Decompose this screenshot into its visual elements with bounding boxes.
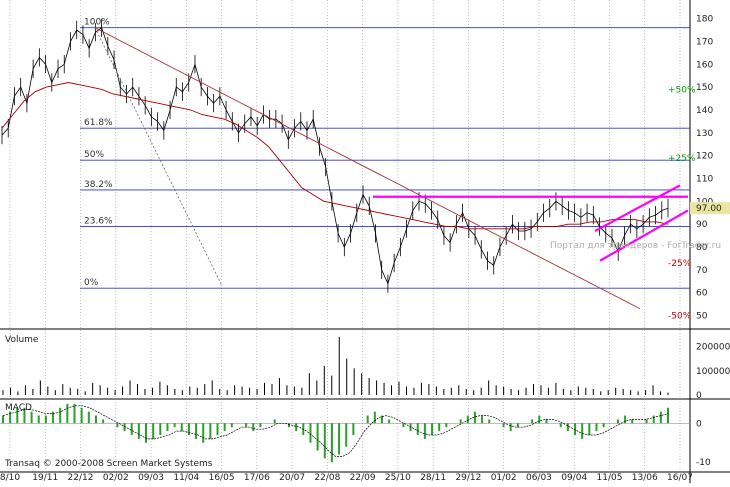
fib-level-label: 50% <box>84 150 104 160</box>
moving-average-line <box>1 82 669 230</box>
volume-layer <box>2 336 669 395</box>
macd-layer <box>0 403 690 463</box>
y-tick-label: 70 <box>696 266 708 276</box>
x-tick-label: 22/12 <box>68 473 94 483</box>
copyright-text: Transaq © 2000-2008 Screen Market System… <box>4 459 213 469</box>
x-tick-label: 06/03 <box>526 473 552 483</box>
y-tick-label: 90 <box>696 220 708 230</box>
y-tick-label: 50 <box>696 312 708 322</box>
x-tick-label: 29/12 <box>455 473 481 483</box>
fib-extension-label: -25% <box>668 259 692 269</box>
fib-extension-label: +50% <box>668 85 696 95</box>
y-tick-label: 160 <box>696 60 713 70</box>
x-tick-label: 01/02 <box>491 473 517 483</box>
x-tick-label: 11/05 <box>597 473 623 483</box>
macd-signal-line <box>2 405 669 457</box>
watermark-text: Портал для трейдеров - ForTrader.ru <box>550 241 721 251</box>
y-tick-label: 170 <box>696 37 713 47</box>
x-tick-label: 13/06 <box>632 473 658 483</box>
x-tick-label: 19/11 <box>32 473 58 483</box>
x-tick-label: 20/07 <box>279 473 305 483</box>
x-tick-label: 16/05 <box>209 473 235 483</box>
x-tick-label: 11/04 <box>173 473 199 483</box>
x-tick-label: 22/09 <box>350 473 376 483</box>
macd-panel-title: MACD <box>5 403 32 413</box>
volume-tick-label: 0 <box>696 391 702 401</box>
fib-level-label: 23.6% <box>84 216 113 226</box>
channel-upper-line <box>594 184 681 233</box>
fib-extension-label: +25% <box>668 154 696 164</box>
fibonacci-layer: 100% 61.8% 50% 38.2% 23.6% 0% +50% +25% -25% -50% <box>80 18 696 322</box>
x-tick-label: 16/07 <box>667 473 693 483</box>
y-tick-label: 80 <box>696 243 708 253</box>
price-label: 97.00 <box>696 204 722 214</box>
volume-panel-title: Volume <box>5 335 39 345</box>
x-tick-label: 17/06 <box>244 473 270 483</box>
y-tick-label: 140 <box>696 106 713 116</box>
y-tick-label: 150 <box>696 83 713 93</box>
price-label-box <box>690 202 730 215</box>
x-tick-label: 25/10 <box>385 473 411 483</box>
fib-level-label: 61.8% <box>84 118 113 128</box>
trend-line <box>94 27 641 310</box>
price-line <box>1 27 669 285</box>
x-tick-label: 28/11 <box>420 473 446 483</box>
fib-level-label: 100% <box>84 18 110 28</box>
axis-layer: 8/10 19/11 22/12 02/02 09/03 11/04 16/05 17/06 2… <box>0 15 730 483</box>
x-tick-label: 02/02 <box>103 473 129 483</box>
y-tick-label: 130 <box>696 129 713 139</box>
fib-extension-label: -50% <box>668 312 692 322</box>
y-tick-label: 120 <box>696 152 713 162</box>
x-tick-label: 09/04 <box>561 473 587 483</box>
volume-tick-label: 100000 <box>696 367 730 377</box>
x-tick-label: 22/08 <box>314 473 340 483</box>
y-tick-label: 110 <box>696 174 713 184</box>
y-tick-label: 60 <box>696 289 708 299</box>
fib-level-label: 38.2% <box>84 180 113 190</box>
x-tick-label: 09/03 <box>138 473 164 483</box>
x-tick-label: 8/10 <box>0 473 20 483</box>
drawing-layer <box>94 27 689 310</box>
fib-level-label: 0% <box>84 278 99 288</box>
macd-tick-label: 0 <box>696 419 702 429</box>
y-tick-label: 180 <box>696 15 713 25</box>
price-layer <box>1 18 669 293</box>
channel-lower-line <box>599 209 689 262</box>
volume-tick-label: 200000 <box>696 343 730 353</box>
macd-tick-label: -10 <box>696 458 711 468</box>
